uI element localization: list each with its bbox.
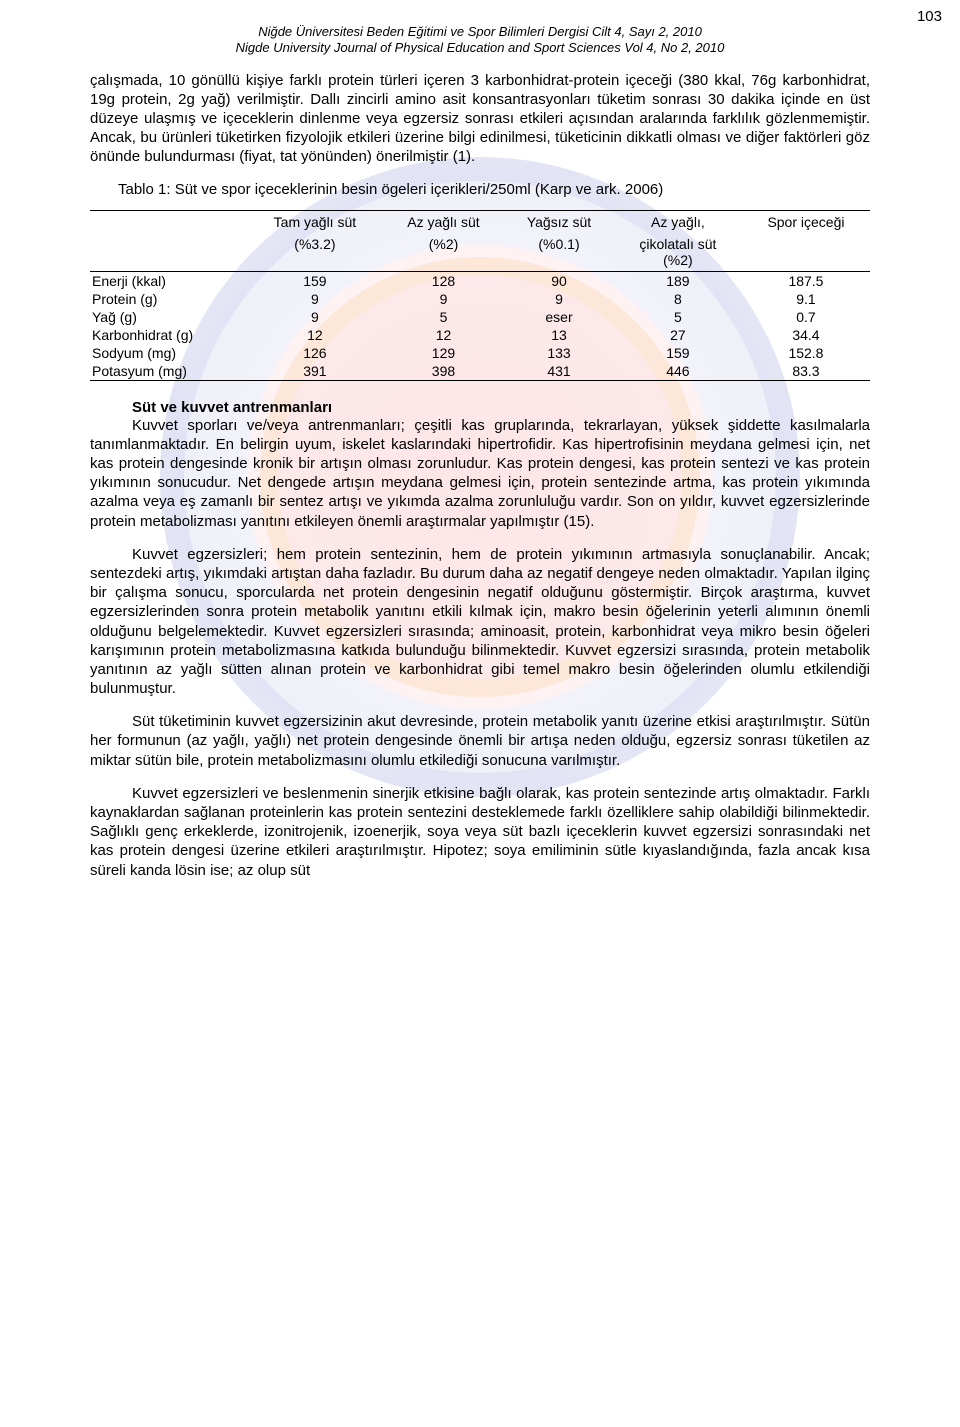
table-row: Potasyum (mg)39139843144683.3 xyxy=(90,362,870,381)
cell: 128 xyxy=(383,271,504,290)
cell: eser xyxy=(504,308,614,326)
cell: 187.5 xyxy=(742,271,870,290)
col-header-1-top: Tam yağlı süt xyxy=(247,210,383,233)
row-label: Enerji (kkal) xyxy=(90,271,247,290)
cell: 9 xyxy=(247,308,383,326)
page-number: 103 xyxy=(917,8,942,25)
row-label: Potasyum (mg) xyxy=(90,362,247,381)
row-label: Protein (g) xyxy=(90,290,247,308)
col-header-0-top xyxy=(90,210,247,233)
cell: 9 xyxy=(383,290,504,308)
cell: 12 xyxy=(247,326,383,344)
journal-title-tr: Niğde Üniversitesi Beden Eğitimi ve Spor… xyxy=(90,24,870,40)
col-header-2-bot: (%2) xyxy=(383,233,504,272)
paragraph-4: Süt tüketiminin kuvvet egzersizinin akut… xyxy=(90,712,870,770)
journal-title-en: Nigde University Journal of Physical Edu… xyxy=(90,40,870,56)
col-header-5-top: Spor içeceği xyxy=(742,210,870,233)
cell: 12 xyxy=(383,326,504,344)
col-header-3-top: Yağsız süt xyxy=(504,210,614,233)
paragraph-1: çalışmada, 10 gönüllü kişiye farklı prot… xyxy=(90,71,870,167)
col-header-0-bot xyxy=(90,233,247,272)
cell: 27 xyxy=(614,326,742,344)
cell: 431 xyxy=(504,362,614,381)
paragraph-3: Kuvvet egzersizleri; hem protein sentezi… xyxy=(90,545,870,699)
cell: 0.7 xyxy=(742,308,870,326)
cell: 189 xyxy=(614,271,742,290)
col-header-4-top: Az yağlı, xyxy=(614,210,742,233)
col-header-3-bot: (%0.1) xyxy=(504,233,614,272)
cell: 446 xyxy=(614,362,742,381)
journal-header: Niğde Üniversitesi Beden Eğitimi ve Spor… xyxy=(90,24,870,57)
cell: 34.4 xyxy=(742,326,870,344)
cell: 133 xyxy=(504,344,614,362)
cell: 5 xyxy=(383,308,504,326)
table-title: Tablo 1: Süt ve spor içeceklerinin besin… xyxy=(118,180,870,199)
cell: 5 xyxy=(614,308,742,326)
page-content: Niğde Üniversitesi Beden Eğitimi ve Spor… xyxy=(90,24,870,880)
cell: 159 xyxy=(614,344,742,362)
row-label: Yağ (g) xyxy=(90,308,247,326)
table-row: Yağ (g)95eser50.7 xyxy=(90,308,870,326)
cell: 152.8 xyxy=(742,344,870,362)
cell: 126 xyxy=(247,344,383,362)
table-row: Enerji (kkal)15912890189187.5 xyxy=(90,271,870,290)
cell: 9 xyxy=(247,290,383,308)
cell: 8 xyxy=(614,290,742,308)
cell: 159 xyxy=(247,271,383,290)
cell: 398 xyxy=(383,362,504,381)
section-title: Süt ve kuvvet antrenmanları xyxy=(132,399,870,416)
row-label: Karbonhidrat (g) xyxy=(90,326,247,344)
table-row: Protein (g)99989.1 xyxy=(90,290,870,308)
table-row: Sodyum (mg)126129133159152.8 xyxy=(90,344,870,362)
nutrition-table: Tam yağlı süt Az yağlı süt Yağsız süt Az… xyxy=(90,210,870,381)
row-label: Sodyum (mg) xyxy=(90,344,247,362)
cell: 83.3 xyxy=(742,362,870,381)
cell: 391 xyxy=(247,362,383,381)
col-header-2-top: Az yağlı süt xyxy=(383,210,504,233)
cell: 129 xyxy=(383,344,504,362)
paragraph-2: Kuvvet sporları ve/veya antrenmanları; ç… xyxy=(90,416,870,531)
cell: 13 xyxy=(504,326,614,344)
cell: 90 xyxy=(504,271,614,290)
page: 103 Niğde Üniversitesi Beden Eğitimi ve … xyxy=(0,0,960,954)
col-header-1-bot: (%3.2) xyxy=(247,233,383,272)
cell: 9.1 xyxy=(742,290,870,308)
col-header-5-bot xyxy=(742,233,870,272)
cell: 9 xyxy=(504,290,614,308)
table-row: Karbonhidrat (g)1212132734.4 xyxy=(90,326,870,344)
paragraph-5: Kuvvet egzersizleri ve beslenmenin siner… xyxy=(90,784,870,880)
col-header-4-bot: çikolatalı süt (%2) xyxy=(614,233,742,272)
